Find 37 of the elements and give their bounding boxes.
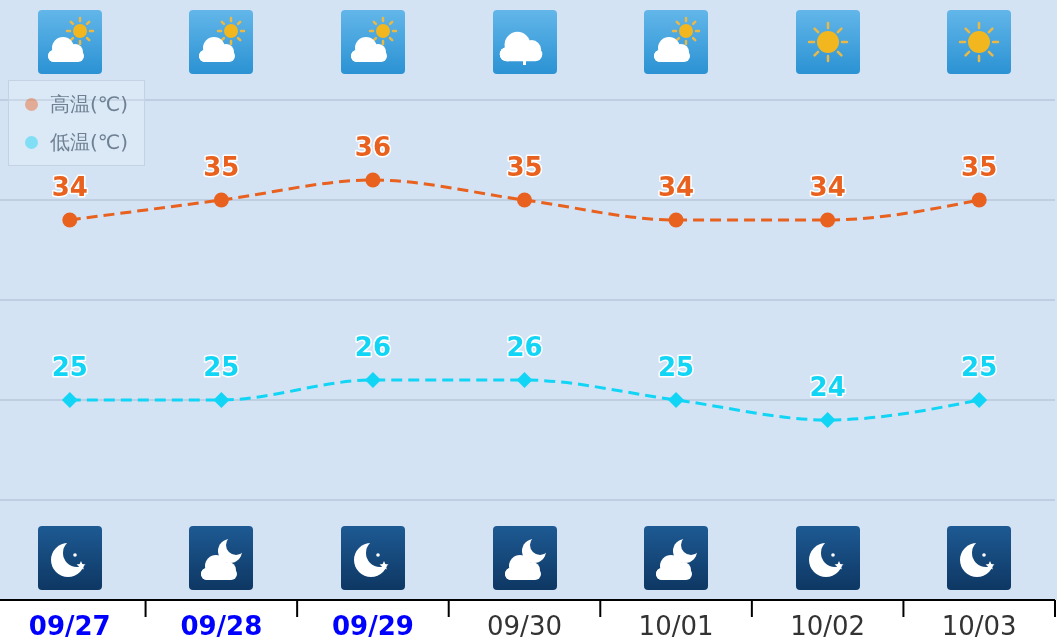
x-tick-label: 09/30 — [487, 611, 562, 641]
x-tick-label: 09/27 — [28, 611, 111, 641]
point — [819, 412, 836, 428]
legend-label: 高温(℃) — [50, 90, 129, 118]
data-label: 25 — [657, 352, 695, 382]
data-label: 25 — [961, 352, 998, 382]
point — [820, 212, 836, 228]
legend-label: 低温(℃) — [50, 128, 129, 156]
data-label: 34 — [809, 172, 846, 202]
point — [213, 392, 230, 408]
x-tick-label: 09/28 — [180, 611, 263, 641]
point — [668, 392, 685, 408]
data-label: 25 — [203, 352, 240, 382]
point — [213, 192, 229, 208]
point — [517, 192, 532, 208]
data-label: 34 — [657, 172, 695, 202]
x-tick-label: 10/03 — [941, 611, 1017, 641]
data-label: 24 — [809, 372, 846, 402]
data-label: 34 — [51, 172, 88, 202]
x-tick-label: 10/02 — [790, 611, 866, 641]
data-label: 36 — [354, 132, 392, 162]
data-label: 25 — [51, 352, 88, 382]
data-label: 35 — [203, 152, 240, 182]
point — [516, 372, 533, 388]
data-label: 26 — [354, 332, 392, 362]
point — [971, 392, 988, 408]
point — [668, 212, 684, 228]
x-tick-label: 09/29 — [332, 611, 414, 641]
point — [61, 392, 78, 408]
point — [971, 192, 987, 208]
point — [364, 372, 381, 388]
data-label: 26 — [506, 332, 543, 362]
point — [62, 212, 78, 228]
data-label: 35 — [961, 152, 998, 182]
point — [365, 172, 381, 188]
x-tick-label: 10/01 — [638, 611, 714, 641]
data-label: 35 — [506, 152, 543, 182]
